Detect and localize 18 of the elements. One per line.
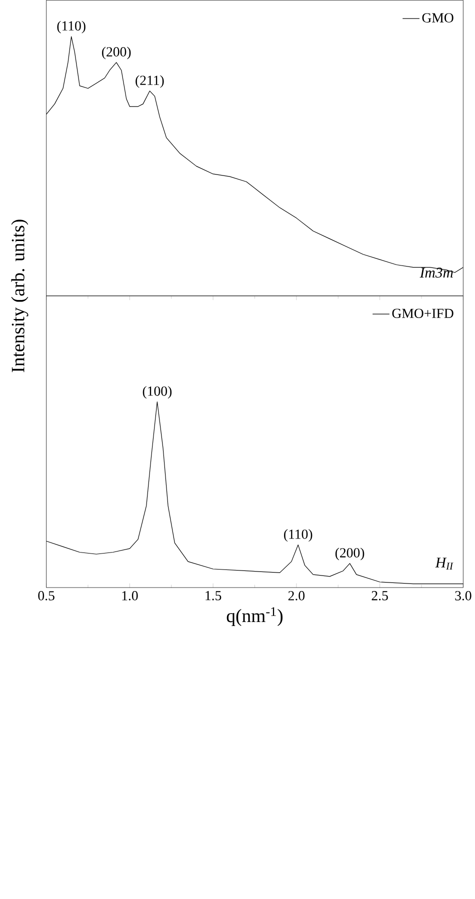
annotation: (200) [335, 548, 364, 560]
annotation: (211) [136, 75, 164, 88]
x-tick-label: 2.0 [288, 591, 304, 600]
x-tick-label: 1.0 [122, 591, 138, 600]
x-tick-label: 0.5 [38, 591, 54, 600]
x-tick-label: 2.5 [372, 591, 388, 600]
legend-label: GMO [422, 13, 454, 22]
y-axis-title: Intensity (arb. units) [11, 220, 28, 372]
annotation: (110) [284, 529, 312, 542]
x-tick-label: 3.0 [455, 591, 472, 600]
annotation: H$_{II}$ [435, 558, 454, 570]
annotation: Im3m [420, 268, 453, 278]
x-axis-title: q(nm$^{-1}$) [226, 607, 282, 626]
annotation: (110) [57, 20, 86, 34]
annotation: (200) [102, 46, 131, 60]
annotation: (100) [142, 386, 172, 399]
x-tick-label: 1.5 [206, 591, 222, 600]
legend-label: GMO+IFD [392, 308, 454, 318]
